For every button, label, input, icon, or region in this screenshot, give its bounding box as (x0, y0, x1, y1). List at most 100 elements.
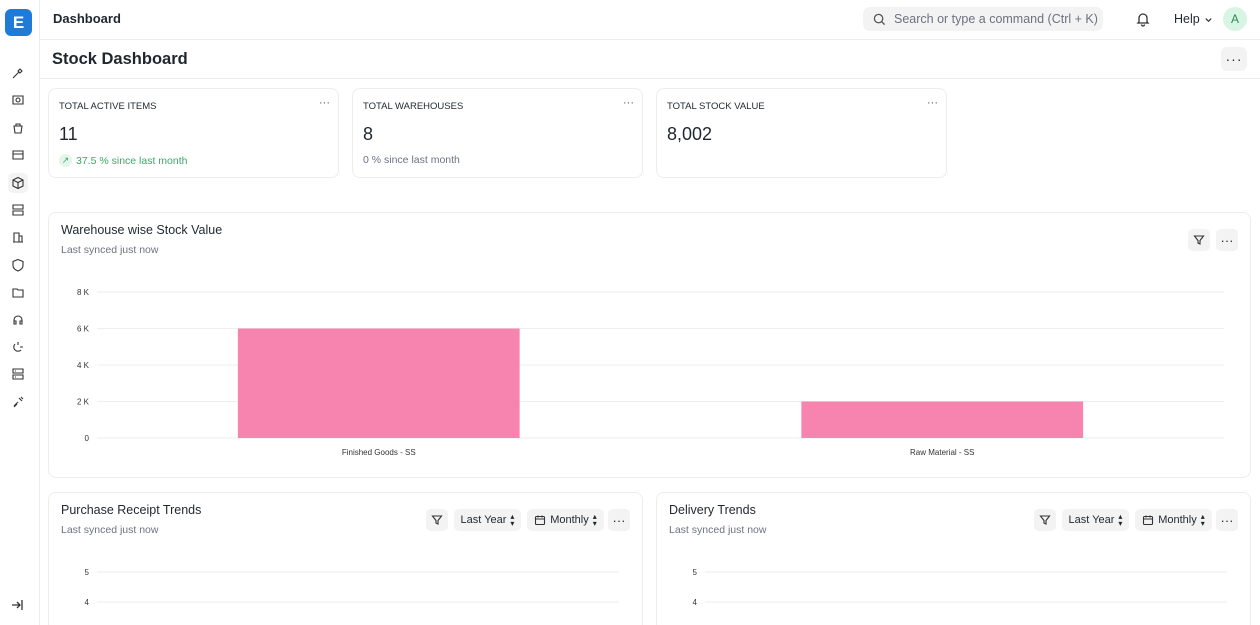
panel-title: Warehouse wise Stock Value (61, 223, 223, 237)
period-select[interactable]: Last Year ▴ ▾ (1062, 509, 1129, 531)
panel-title: Delivery Trends (669, 503, 756, 517)
search-input[interactable]: Search or type a command (Ctrl + K) (863, 7, 1103, 31)
sidebar-item-manufacturing[interactable] (8, 200, 28, 220)
panel-subtitle: Last synced just now (61, 244, 159, 256)
sidebar-item-stock[interactable] (8, 172, 28, 193)
y-tick-label: 5 (85, 568, 90, 577)
selling-icon (12, 150, 24, 160)
card-trend-text: 37.5 % since last month (76, 154, 188, 167)
tools-icon (12, 68, 23, 79)
settings-icon (13, 396, 24, 408)
card-label: TOTAL STOCK VALUE (667, 101, 765, 112)
select-arrows-icon: ▴ ▾ (1118, 512, 1123, 528)
sidebar-item-settings[interactable] (8, 392, 28, 412)
building-icon (13, 232, 23, 243)
page-title: Stock Dashboard (52, 50, 188, 68)
period-select-value: Last Year (1068, 514, 1115, 526)
topbar: Dashboard Search or type a command (Ctrl… (40, 0, 1260, 40)
panel-subtitle: Last synced just now (669, 524, 767, 536)
arrow-up-right-icon: ↗ (59, 154, 72, 167)
y-tick-label: 2 K (77, 398, 90, 407)
sidebar-item-support[interactable] (8, 310, 28, 330)
period-select-value: Last Year (460, 514, 507, 526)
sidebar-item-quality[interactable] (8, 255, 28, 275)
select-arrows-icon: ▴ ▾ (592, 512, 597, 528)
card-trend: 0 % since last month (363, 154, 460, 166)
buying-icon (13, 123, 23, 134)
period-select[interactable]: Last Year ▴ ▾ (454, 509, 521, 531)
card-total-active-items: TOTAL ACTIVE ITEMS ··· 11 ↗ 37.5 % since… (48, 88, 339, 178)
sidebar-item-assets[interactable] (8, 364, 28, 384)
card-value: 8,002 (667, 124, 713, 144)
notification-bell-icon[interactable] (1135, 11, 1151, 27)
app-logo[interactable]: E (5, 9, 32, 36)
help-label: Help (1174, 12, 1200, 26)
y-tick-label: 5 (693, 568, 698, 577)
interval-select[interactable]: Monthly ▴ ▾ (1135, 509, 1212, 531)
delivery-trend-chart: 54 (693, 568, 1227, 607)
y-tick-label: 8 K (77, 288, 90, 297)
breadcrumb[interactable]: Dashboard (53, 11, 121, 26)
select-arrows-icon: ▴ ▾ (1200, 512, 1205, 528)
filter-button[interactable] (1188, 229, 1210, 251)
page-header: Stock Dashboard ··· (40, 40, 1260, 79)
bar[interactable] (237, 328, 520, 439)
quality-icon (12, 258, 24, 272)
panel-menu-button[interactable]: ··· (608, 509, 630, 531)
help-menu[interactable]: Help (1174, 12, 1213, 26)
sidebar-item-integrations[interactable] (8, 337, 28, 357)
integrations-icon (13, 342, 23, 352)
y-tick-label: 4 (693, 598, 698, 607)
y-tick-label: 4 K (77, 361, 90, 370)
sidebar-item-accounting[interactable] (8, 90, 28, 110)
page-menu-button[interactable]: ··· (1221, 47, 1247, 71)
y-tick-label: 4 (85, 598, 90, 607)
sidebar-item-selling[interactable] (8, 145, 28, 165)
sidebar-item-projects[interactable] (8, 282, 28, 302)
sidebar-item-tools[interactable] (8, 63, 28, 83)
interval-select-value: Monthly (550, 514, 589, 526)
filter-button[interactable] (426, 509, 448, 531)
card-menu-icon[interactable]: ··· (319, 97, 330, 109)
panel-menu-button[interactable]: ··· (1216, 509, 1238, 531)
card-value: 11 (59, 124, 78, 144)
purchase-trend-chart: 54 (85, 568, 619, 607)
x-tick-label: Finished Goods - SS (342, 448, 416, 457)
calendar-icon (1143, 515, 1154, 526)
sidebar-item-building[interactable] (8, 227, 28, 247)
filter-icon (431, 515, 443, 525)
projects-icon (12, 288, 24, 298)
search-icon (873, 13, 886, 25)
calendar-icon (535, 515, 546, 526)
stock-icon (12, 176, 24, 189)
assets-icon (12, 368, 24, 380)
card-label: TOTAL WAREHOUSES (363, 101, 464, 112)
support-icon (13, 315, 23, 325)
chevron-down-icon (1205, 17, 1212, 22)
card-value: 8 (363, 124, 374, 144)
card-menu-icon[interactable]: ··· (623, 97, 634, 109)
y-tick-label: 6 K (77, 325, 90, 334)
avatar[interactable]: A (1223, 7, 1247, 31)
filter-icon (1193, 235, 1205, 245)
card-menu-icon[interactable]: ··· (927, 97, 938, 109)
filter-button[interactable] (1034, 509, 1056, 531)
y-tick-label: 0 (85, 434, 90, 443)
bar[interactable] (801, 401, 1084, 439)
panel-menu-button[interactable]: ··· (1216, 229, 1238, 251)
card-trend-text: 0 % since last month (363, 154, 460, 166)
search-placeholder: Search or type a command (Ctrl + K) (894, 12, 1098, 26)
accounting-icon (12, 95, 24, 105)
sidebar-item-buying[interactable] (8, 118, 28, 138)
collapse-sidebar-icon[interactable] (9, 597, 25, 613)
warehouse-bar-chart: 0 2 K 4 K 6 K 8 K Finished Goods - SS Raw Mate… (77, 288, 1224, 457)
interval-select-value: Monthly (1158, 514, 1197, 526)
select-arrows-icon: ▴ ▾ (510, 512, 515, 528)
card-trend: ↗ 37.5 % since last month (59, 154, 187, 167)
filter-icon (1039, 515, 1051, 525)
manufacturing-icon (12, 204, 24, 216)
interval-select[interactable]: Monthly ▴ ▾ (527, 509, 604, 531)
panel-title: Purchase Receipt Trends (61, 503, 202, 517)
panel-subtitle: Last synced just now (61, 524, 159, 536)
